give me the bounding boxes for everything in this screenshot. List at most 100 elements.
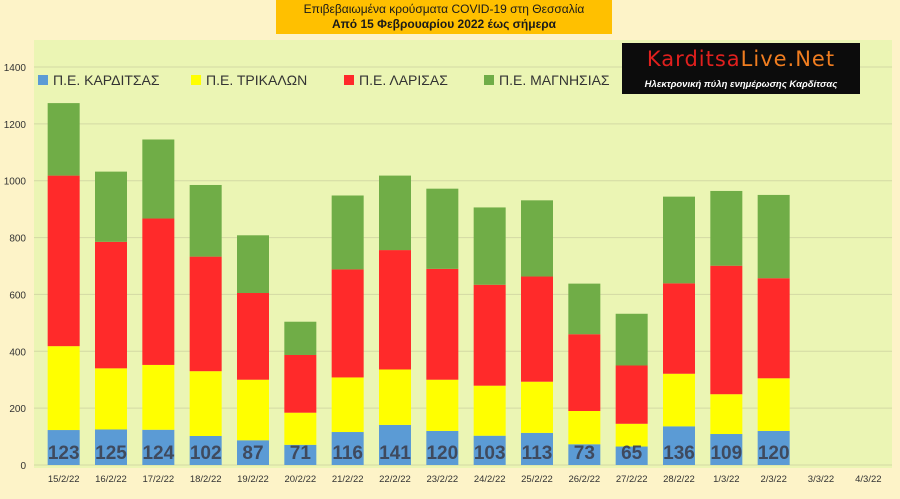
bar-segment — [568, 334, 601, 411]
bar-segment — [615, 313, 648, 366]
bar-segment — [615, 446, 648, 465]
bar-segment — [521, 432, 553, 465]
bar-segment — [95, 171, 127, 242]
bar-segment — [189, 371, 222, 437]
bar-segment — [757, 194, 790, 279]
bar-segment — [379, 369, 411, 425]
bar-segment — [663, 196, 695, 284]
data-label: 71 — [290, 443, 312, 464]
bar-segment — [189, 184, 222, 257]
bar-segment — [331, 269, 364, 378]
y-tick-label: 400 — [9, 347, 26, 358]
bar-segment — [615, 365, 648, 424]
data-label: 123 — [48, 443, 80, 464]
bar-segment — [710, 265, 743, 395]
x-tick-label: 25/2/22 — [521, 474, 553, 485]
data-label: 125 — [95, 443, 127, 464]
data-label: 120 — [758, 443, 790, 464]
y-tick-label: 0 — [20, 461, 26, 472]
x-tick-label: 26/2/22 — [568, 474, 600, 485]
bar-segment — [379, 424, 411, 465]
bar-segment — [331, 195, 364, 270]
bar-segment — [379, 250, 411, 370]
x-tick-label: 18/2/22 — [190, 474, 222, 485]
bar-segment — [284, 412, 317, 445]
bar-segment — [426, 268, 459, 380]
chart-title: Επιβεβαιωμένα κρούσματα COVID-19 στη Θεσ… — [303, 2, 585, 16]
bar-segment — [757, 378, 790, 431]
chart-subtitle: Από 15 Φεβρουαρίου 2022 έως σήμερα — [331, 17, 557, 31]
bar-segment — [237, 379, 269, 441]
data-label: 73 — [574, 443, 595, 464]
legend-swatch — [191, 75, 201, 85]
data-label: 102 — [190, 443, 222, 464]
plot-area — [34, 40, 892, 468]
bar-segment — [615, 423, 648, 447]
bar-segment — [331, 377, 364, 433]
bar-segment — [331, 432, 364, 465]
bar-segment — [237, 293, 269, 380]
logo-wordmark: KarditsaLive.Net — [622, 47, 860, 71]
bar-segment — [663, 283, 695, 374]
data-label: 109 — [710, 443, 742, 464]
data-label: 141 — [379, 443, 411, 464]
y-tick-label: 1200 — [4, 120, 27, 131]
x-axis: 15/2/22 16/2/22 17/2/22 18/2/22 19/2/22 20/2/… — [48, 474, 882, 485]
x-tick-label: 20/2/22 — [284, 474, 316, 485]
bar-segment — [47, 430, 80, 465]
legend: Π.Ε. ΚΑΡΔΙΤΣΑΣ Π.Ε. ΤΡΙΚΑΛΩΝ Π.Ε. ΛΑΡΙΣΑΣ Π… — [38, 72, 610, 88]
bar-segment — [521, 276, 553, 382]
bar-segment — [142, 429, 175, 465]
bar-segment — [757, 278, 790, 379]
bar-segment — [473, 284, 506, 386]
bar-segment — [379, 175, 411, 251]
x-tick-label: 1/3/22 — [713, 474, 739, 485]
bar-segment — [95, 368, 127, 430]
bar-segment — [237, 235, 269, 294]
bar-segment — [473, 207, 506, 285]
data-label: 124 — [142, 443, 174, 464]
data-label: 113 — [522, 443, 553, 464]
legend-swatch — [484, 75, 494, 85]
bar-segment — [95, 241, 127, 369]
bar-segment — [284, 354, 317, 413]
bar-segment — [426, 188, 459, 269]
logo-tagline: Ηλεκτρονική πύλη ενημέρωσης Καρδίτσας — [644, 79, 838, 90]
bar-segment — [142, 364, 175, 430]
bar-segment — [426, 379, 459, 431]
data-label: 136 — [663, 443, 695, 464]
y-tick-label: 800 — [9, 234, 26, 245]
data-label: 103 — [474, 443, 506, 464]
legend-swatch — [344, 75, 354, 85]
y-tick-label: 1400 — [4, 63, 27, 74]
bar-segment — [426, 430, 459, 465]
bar-segment — [568, 444, 601, 465]
legend-swatch — [38, 75, 48, 85]
bar-segment — [47, 175, 80, 347]
bar-segment — [142, 139, 175, 219]
x-tick-label: 4/3/22 — [855, 474, 881, 485]
x-tick-label: 21/2/22 — [332, 474, 364, 485]
x-tick-label: 19/2/22 — [237, 474, 269, 485]
legend-label: Π.Ε. ΜΑΓΝΗΣΙΑΣ — [499, 72, 610, 88]
bar-segment — [710, 190, 743, 266]
logo-name-part1: Karditsa — [646, 47, 741, 71]
data-label: 116 — [332, 443, 363, 464]
bar-segment — [189, 256, 222, 372]
bar-segment — [47, 103, 80, 176]
y-axis: 0 200 400 600 800 1000 1200 1400 — [4, 63, 27, 472]
bar-segment — [568, 283, 601, 335]
bar-segment — [710, 434, 743, 465]
bar-segment — [189, 436, 222, 465]
bar-segment — [473, 385, 506, 436]
x-tick-label: 22/2/22 — [379, 474, 411, 485]
bar-segment — [521, 200, 553, 277]
bar-segment — [95, 429, 127, 465]
y-tick-label: 1000 — [4, 177, 27, 188]
grid-lines — [34, 66, 892, 466]
bars — [47, 103, 790, 465]
bar-segment — [568, 410, 601, 445]
x-tick-label: 28/2/22 — [663, 474, 695, 485]
bar-segment — [757, 430, 790, 465]
